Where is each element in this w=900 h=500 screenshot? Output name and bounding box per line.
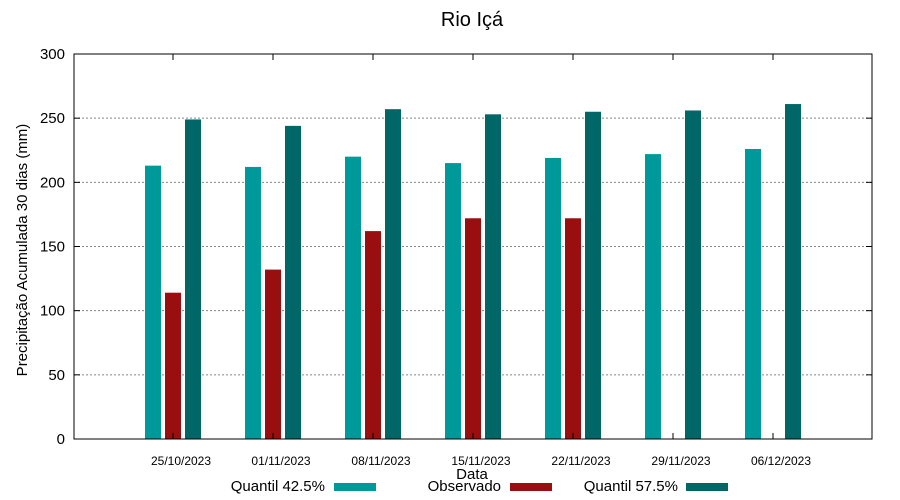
bar-quantil-42-5-1 bbox=[245, 166, 261, 439]
bar-quantil-57-5-4 bbox=[585, 111, 601, 439]
chart-title: Rio Içá bbox=[441, 9, 504, 31]
bars bbox=[145, 104, 801, 440]
bar-quantil-42-5-0 bbox=[145, 165, 161, 439]
x-tick-label: 08/11/2023 bbox=[351, 454, 410, 468]
bar-quantil-57-5-1 bbox=[285, 125, 301, 439]
bar-quantil-57-5-3 bbox=[485, 114, 501, 440]
grid-lines bbox=[74, 117, 872, 376]
bar-observado-1 bbox=[265, 269, 281, 439]
x-tick-label: 29/11/2023 bbox=[651, 454, 710, 468]
x-tick-label: 01/11/2023 bbox=[251, 454, 310, 468]
bar-quantil-42-5-2 bbox=[345, 156, 361, 439]
y-tick-label: 250 bbox=[40, 110, 65, 127]
bar-quantil-57-5-0 bbox=[185, 119, 201, 439]
bar-observado-4 bbox=[565, 218, 581, 439]
bar-observado-2 bbox=[365, 231, 381, 439]
y-axis-label: Precipitação Acumulada 30 dias (mm) bbox=[14, 124, 31, 377]
legend: Quantil 42.5% Observado Quantil 57.5% bbox=[231, 478, 728, 495]
legend-label: Quantil 42.5% bbox=[231, 478, 325, 495]
x-tick-label: 25/10/2023 bbox=[151, 454, 211, 468]
bar-quantil-42-5-3 bbox=[445, 163, 461, 440]
y-tick-label: 0 bbox=[57, 431, 65, 448]
axis-ticks: 0 50 100 150 200 250 300 25/10/2023 01/11/2023 08… bbox=[40, 46, 872, 468]
bar-quantil-57-5-5 bbox=[685, 110, 701, 439]
legend-label: Observado bbox=[428, 478, 501, 495]
y-tick-label: 100 bbox=[40, 303, 65, 320]
y-tick-label: 300 bbox=[40, 46, 65, 63]
bar-observado-3 bbox=[465, 218, 481, 439]
x-tick-label: 15/11/2023 bbox=[451, 454, 510, 468]
bar-quantil-42-5-5 bbox=[645, 154, 661, 439]
y-tick-label: 200 bbox=[40, 174, 65, 191]
bar-quantil-57-5-2 bbox=[385, 109, 401, 439]
x-tick-label: 22/11/2023 bbox=[551, 454, 610, 468]
legend-swatch bbox=[334, 483, 376, 491]
y-tick-label: 50 bbox=[48, 367, 65, 384]
y-tick-label: 150 bbox=[40, 239, 65, 256]
bar-quantil-42-5-6 bbox=[745, 148, 761, 439]
x-axis-label: Data bbox=[456, 466, 488, 483]
legend-swatch bbox=[510, 483, 552, 491]
legend-label: Quantil 57.5% bbox=[584, 478, 678, 495]
bar-observado-0 bbox=[165, 292, 181, 439]
legend-swatch bbox=[686, 483, 728, 491]
bar-quantil-42-5-4 bbox=[545, 157, 561, 439]
bar-quantil-57-5-6 bbox=[785, 104, 801, 440]
x-tick-label: 06/12/2023 bbox=[751, 454, 811, 468]
